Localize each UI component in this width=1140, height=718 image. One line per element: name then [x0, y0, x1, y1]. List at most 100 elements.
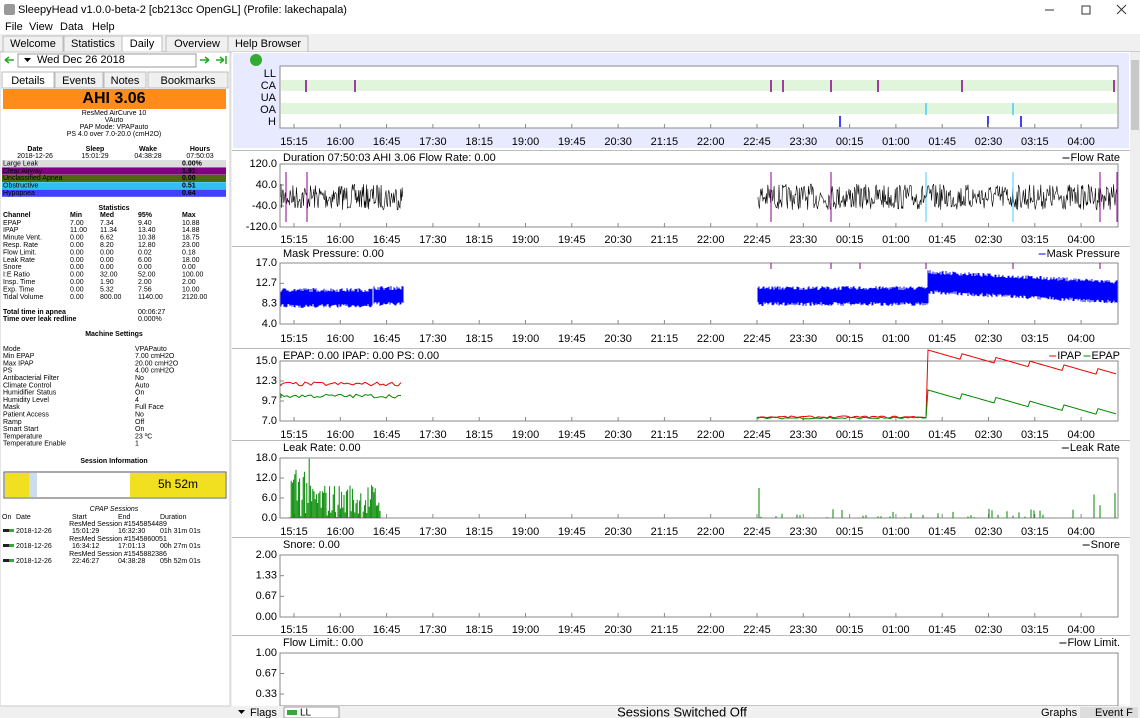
tab-label[interactable]: Overview: [174, 38, 220, 50]
x-tick-label: 17:30: [419, 429, 447, 441]
tab-label[interactable]: Daily: [130, 38, 155, 50]
x-tick-label: 22:00: [697, 136, 725, 148]
x-tick-label: 23:30: [790, 136, 818, 148]
machine-info: PS 4.0 over 7.0-20.0 (cmH2O): [67, 131, 162, 138]
flag-label: H: [268, 116, 276, 128]
session-date: 2018-12-26: [16, 558, 52, 565]
session-header: Date: [16, 514, 31, 521]
x-tick-label: 19:45: [558, 526, 586, 538]
epap-trace: [280, 389, 1117, 420]
flags-button[interactable]: Flags: [250, 707, 277, 718]
flag-filter-label[interactable]: LL: [300, 708, 312, 718]
detail-tab-label[interactable]: Details: [11, 75, 45, 87]
tab-label[interactable]: Statistics: [71, 38, 116, 50]
ahi-box: [3, 89, 226, 109]
x-tick-label: 16:45: [373, 526, 401, 538]
y-tick-label: -40.0: [252, 200, 277, 212]
event-button[interactable]: [1080, 707, 1138, 718]
scrollbar-thumb[interactable]: [1131, 60, 1139, 130]
stat-cell: 0.00: [70, 279, 84, 286]
menu-item[interactable]: Help: [92, 21, 115, 33]
menu-item[interactable]: Data: [60, 21, 84, 33]
x-tick-label: 22:45: [743, 333, 771, 345]
stat-cell: 6.62: [100, 235, 114, 242]
x-tick-label: 16:45: [373, 234, 401, 246]
x-tick-label: 20:30: [604, 526, 632, 538]
date-text[interactable]: Wed Dec 26 2018: [37, 54, 125, 66]
x-tick-label: 02:30: [975, 429, 1003, 441]
section-title: Statistics: [98, 205, 129, 212]
tab-label[interactable]: Help Browser: [235, 38, 301, 50]
index-name: Obstructive: [3, 183, 39, 190]
x-tick-label: 04:00: [1067, 526, 1095, 538]
x-tick-label: 20:30: [604, 234, 632, 246]
nav-back[interactable]: [4, 56, 14, 64]
x-tick-label: 15:15: [280, 234, 308, 246]
nav-forward: [200, 56, 227, 64]
x-tick-label: 19:45: [558, 333, 586, 345]
plot-frame: [279, 163, 1119, 228]
graph-separator: [232, 635, 1130, 636]
plot-frame: [279, 554, 1119, 618]
graph-header: EPAP: 0.00 IPAP: 0.00 PS: 0.00: [283, 350, 439, 362]
x-tick-label: 02:30: [975, 136, 1003, 148]
stat-cell: 13.40: [138, 227, 156, 234]
index-value: 0.64: [182, 190, 196, 197]
y-tick-label: 2.00: [256, 549, 277, 561]
legend-label: Flow Rate: [1070, 152, 1120, 164]
y-tick-label: 0.00: [256, 611, 277, 623]
detail-tab[interactable]: [54, 71, 104, 89]
x-tick-label: 21:15: [651, 234, 679, 246]
index-row: [2, 160, 226, 168]
detail-tab-label[interactable]: Notes: [111, 75, 140, 87]
index-value: 1.91: [182, 168, 196, 175]
x-tick-label: 00:15: [836, 429, 864, 441]
flag-filter[interactable]: [283, 706, 340, 718]
ipap-trace: [280, 349, 1117, 419]
stat-cell: 5.32: [100, 286, 114, 293]
menu-item[interactable]: File: [5, 21, 23, 33]
session-toggle[interactable]: [3, 559, 14, 562]
setting-name: Max IPAP: [3, 360, 34, 367]
detail-tab-label[interactable]: Bookmarks: [160, 75, 216, 87]
x-tick-label: 22:45: [743, 526, 771, 538]
x-tick-label: 15:15: [280, 333, 308, 345]
index-name: Clear Airway: [3, 168, 43, 175]
x-tick-label: 01:45: [928, 234, 956, 246]
x-tick-label: 01:45: [928, 624, 956, 636]
session-duration-cell: 05h 52m 01s: [160, 558, 201, 565]
x-tick-label: 18:15: [465, 234, 493, 246]
detail-tab-label[interactable]: Events: [62, 75, 96, 87]
session-toggle[interactable]: [3, 529, 14, 532]
x-tick-label: 20:30: [604, 624, 632, 636]
detail-tab[interactable]: [103, 71, 147, 89]
y-tick-label: 8.3: [262, 298, 277, 310]
session-end: 17:01:13: [118, 543, 145, 550]
x-tick-label: 01:00: [882, 136, 910, 148]
stat-header: Max: [182, 212, 196, 219]
graphs-button[interactable]: Graphs: [1041, 707, 1078, 718]
x-tick-label: 16:00: [327, 429, 355, 441]
x-tick-label: 21:15: [651, 429, 679, 441]
x-tick-label: 22:45: [743, 136, 771, 148]
legend-label: Leak Rate: [1070, 442, 1120, 454]
x-tick-label: 01:00: [882, 624, 910, 636]
setting-value: Full Face: [135, 404, 164, 411]
setting-value: 4.00 cmH2O: [135, 368, 175, 375]
tab-label[interactable]: Welcome: [10, 38, 56, 50]
x-tick-label: 01:00: [882, 526, 910, 538]
menu-item[interactable]: View: [29, 21, 53, 33]
index-name: Unclassified Apnea: [3, 175, 63, 182]
time-value: 04:38:28: [134, 153, 161, 160]
date-picker[interactable]: [17, 53, 197, 68]
flag-label: LL: [264, 68, 276, 80]
detail-tab[interactable]: [147, 71, 229, 89]
y-tick-label: 1.33: [256, 570, 277, 582]
stat-cell: 7.00: [70, 220, 84, 227]
session-toggle[interactable]: [3, 544, 14, 547]
x-tick-label: 00:15: [836, 526, 864, 538]
stat-cell: 0.00: [100, 264, 114, 271]
event-button-label[interactable]: Event F: [1095, 707, 1133, 718]
detail-tab[interactable]: [1, 71, 55, 89]
session-start: 15:01:29: [72, 528, 99, 535]
